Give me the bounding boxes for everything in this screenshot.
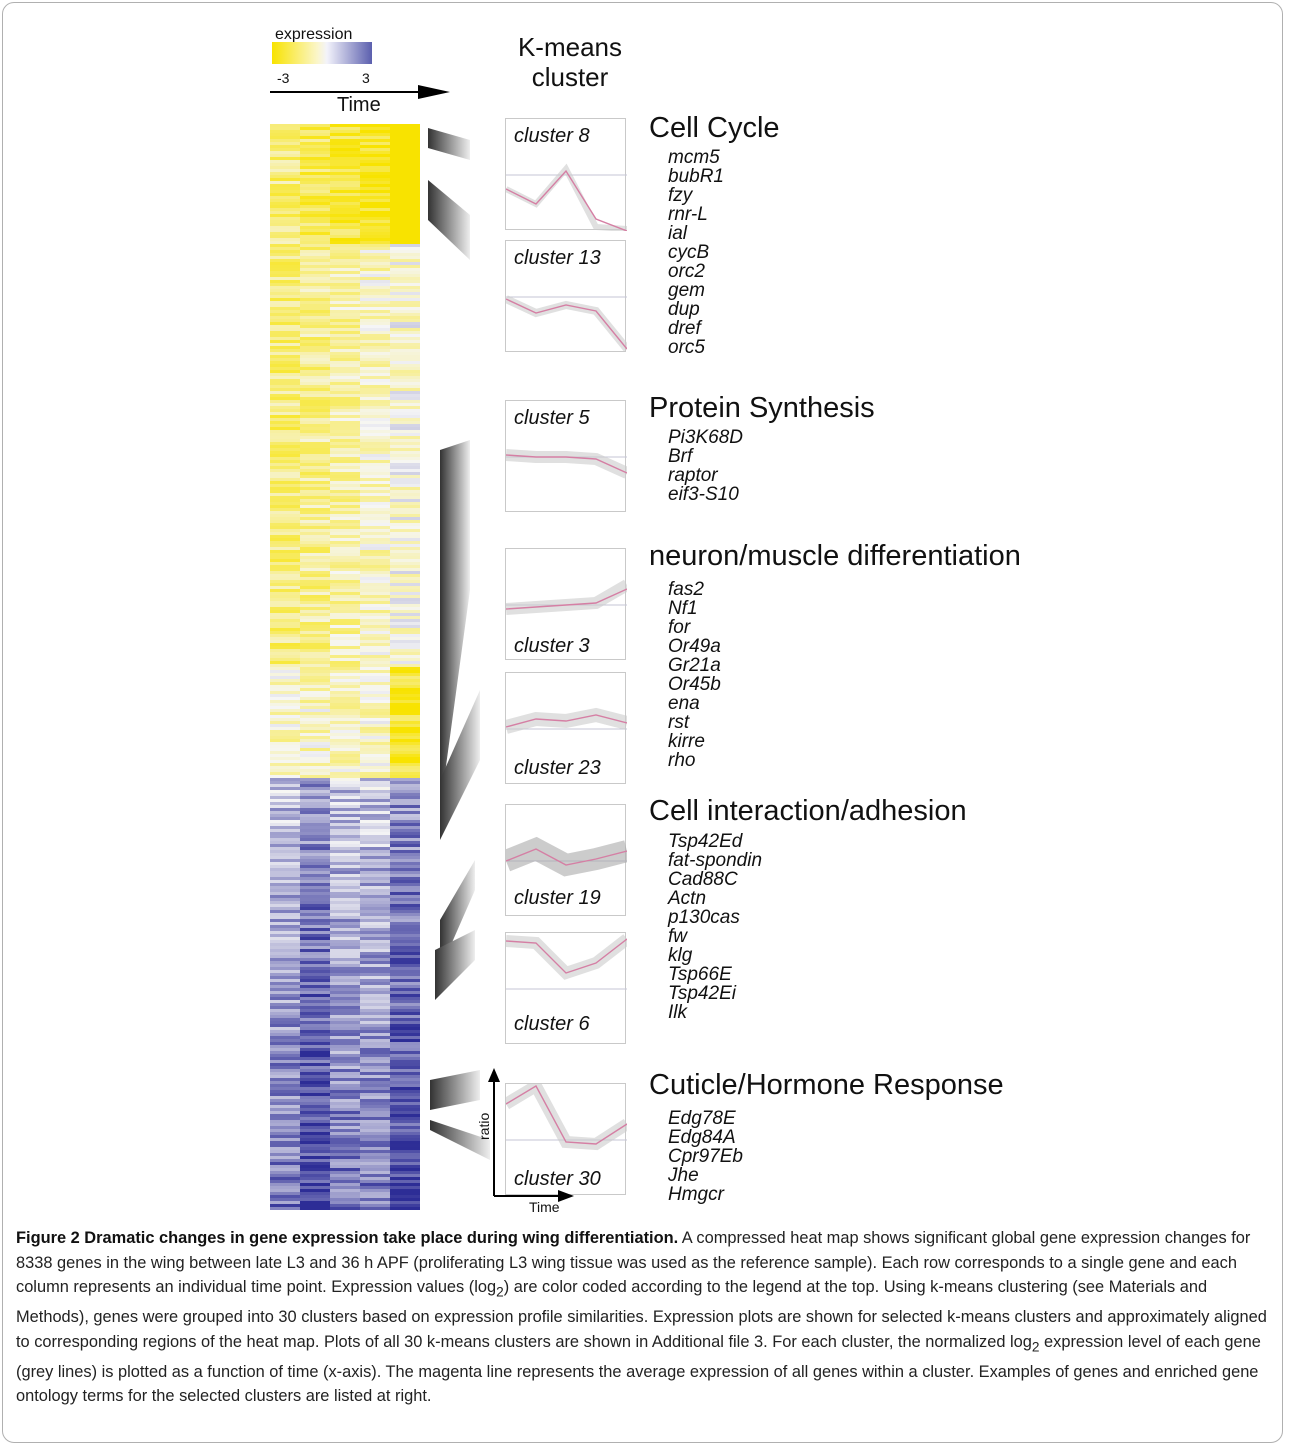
legend-title: expression: [275, 26, 353, 43]
gene-name: gem: [668, 280, 705, 301]
gene-name: rnr-L: [668, 204, 708, 225]
gene-list: mcm5 bubR1 fzy rnr-L ial cycB orc2 gem dup dref or…: [668, 148, 724, 357]
caption-body-1: A compressed heat map shows significant …: [16, 1229, 1251, 1297]
cluster-30-profile: [506, 1084, 627, 1151]
gene-name: p130cas: [668, 907, 740, 928]
cluster-6-profile: [506, 934, 627, 990]
kmeans-title: K-means cluster: [517, 32, 623, 92]
gene-name: ial: [668, 223, 688, 244]
cluster-label: cluster 19: [514, 887, 601, 909]
gene-name: eif3-S10: [668, 484, 739, 505]
gene-name: cycB: [668, 242, 710, 263]
inset-x-label: Time: [529, 1199, 560, 1215]
gene-name: Hmgcr: [668, 1184, 724, 1205]
caption-body-2: ) are color coded according to the legen…: [16, 1278, 1267, 1351]
cluster-label: cluster 5: [514, 407, 590, 429]
gene-name: orc2: [668, 261, 705, 282]
gene-list: fas2 Nf1 for Or49a Gr21a Or45b ena rst kirre rho: [668, 580, 721, 770]
gene-name: klg: [668, 945, 693, 966]
group-title: Cell interaction/adhesion: [649, 795, 967, 827]
legend-color-bar: [272, 42, 372, 64]
cluster-label: cluster 3: [514, 635, 590, 657]
gene-name: Or49a: [668, 636, 721, 657]
gene-name: fat-spondin: [668, 850, 763, 871]
cluster-label: cluster 30: [514, 1168, 601, 1190]
gene-name: rho: [668, 750, 696, 771]
gene-name: kirre: [668, 731, 705, 752]
cluster-5-profile: [506, 449, 627, 479]
gene-name: ena: [668, 693, 700, 714]
legend-min-label: -3: [277, 70, 290, 86]
cluster-plot-23: cluster 23: [505, 672, 627, 784]
gene-name: Cad88C: [668, 869, 738, 890]
gene-list: Pi3K68D Brf raptor eif3-S10: [668, 428, 743, 504]
gene-name: Gr21a: [668, 655, 721, 676]
gene-name: Brf: [668, 446, 693, 467]
gene-name: dref: [668, 318, 701, 339]
cluster-3-profile: [506, 579, 627, 615]
cluster-plot-19: cluster 19: [505, 804, 627, 916]
cluster-8-profile: [506, 163, 627, 231]
gene-name: mcm5: [668, 147, 720, 168]
gene-name: fzy: [668, 185, 693, 206]
gene-name: Actn: [668, 888, 707, 909]
cluster-label: cluster 8: [514, 125, 590, 147]
gene-name: raptor: [668, 465, 718, 486]
group-title: Cuticle/Hormone Response: [649, 1069, 1004, 1101]
cluster-plot-30: cluster 30: [505, 1083, 627, 1195]
gene-name: Tsp42Ed: [668, 831, 743, 852]
gene-name: Ilk: [668, 1002, 687, 1023]
gene-name: bubR1: [668, 166, 724, 187]
gene-name: Jhe: [668, 1165, 699, 1186]
legend-max-label: 3: [362, 70, 370, 86]
gene-name: Edg78E: [668, 1108, 736, 1129]
heatmap-connectors: [428, 128, 490, 1160]
group-title: Cell Cycle: [649, 112, 780, 144]
caption-body-3: expression level of each gene (grey line…: [16, 1332, 1261, 1406]
gene-name: Nf1: [668, 598, 698, 619]
heat-map: [270, 124, 420, 1210]
gene-name: fw: [668, 926, 687, 947]
cluster-label: cluster 23: [514, 757, 601, 779]
gene-name: rst: [668, 712, 690, 733]
gene-name: Tsp66E: [668, 964, 732, 985]
gene-name: for: [668, 617, 691, 638]
gene-name: Cpr97Eb: [668, 1146, 743, 1167]
gene-name: Pi3K68D: [668, 427, 743, 448]
cluster-19-profile: [506, 836, 627, 877]
caption-sub-2: 2: [1031, 1338, 1040, 1354]
cluster-plot-5: cluster 5: [505, 400, 627, 512]
cluster-plot-8: cluster 8: [505, 118, 627, 231]
time-arrow: [270, 85, 450, 99]
group-title: Protein Synthesis: [649, 392, 875, 424]
gene-list: Edg78E Edg84A Cpr97Eb Jhe Hmgcr: [668, 1109, 743, 1204]
group-title: neuron/muscle differentiation: [649, 540, 1021, 572]
axes-inset: [488, 1068, 574, 1202]
legend-time-label: Time: [337, 94, 381, 116]
gene-name: Edg84A: [668, 1127, 736, 1148]
gene-name: fas2: [668, 579, 704, 600]
figure-caption: Figure 2 Dramatic changes in gene expres…: [16, 1226, 1274, 1409]
inset-y-label: ratio: [476, 1112, 492, 1140]
caption-title: Figure 2 Dramatic changes in gene expres…: [16, 1229, 679, 1247]
cluster-23-profile: [506, 707, 627, 734]
caption-sub-1: 2: [496, 1284, 504, 1300]
cluster-label: cluster 6: [514, 1013, 590, 1035]
cluster-13-profile: [506, 295, 627, 352]
gene-name: Or45b: [668, 674, 721, 695]
gene-name: orc5: [668, 337, 705, 358]
cluster-label: cluster 13: [514, 247, 601, 269]
gene-name: Tsp42Ei: [668, 983, 736, 1004]
gene-list: Tsp42Ed fat-spondin Cad88C Actn p130cas fw klg…: [668, 832, 762, 1022]
cluster-plot-13: cluster 13: [505, 240, 627, 352]
gene-name: dup: [668, 299, 700, 320]
cluster-plot-3: cluster 3: [505, 548, 627, 660]
cluster-plot-6: cluster 6: [505, 932, 627, 1044]
